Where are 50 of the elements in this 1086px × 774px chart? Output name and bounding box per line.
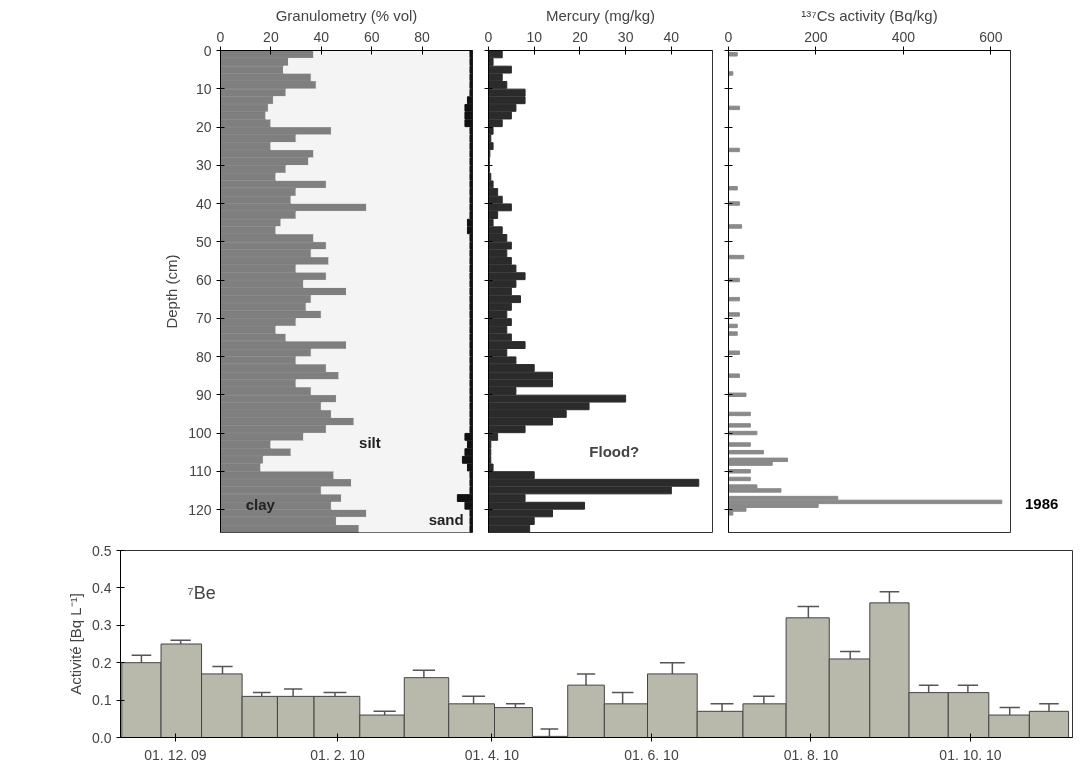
x-tick-label: 600 — [979, 28, 1003, 45]
series-label: silt — [359, 433, 381, 451]
y-tick-label: 0.0 — [92, 729, 112, 746]
x-tick-label: 0 — [724, 28, 733, 45]
y-tick-label: 0.2 — [92, 654, 112, 671]
y-tick-label: 0.5 — [92, 542, 112, 559]
y-tick-label: 80 — [195, 348, 212, 365]
text: 1986 — [1025, 494, 1059, 514]
x-tick-label: 01. 8. 10 — [783, 746, 839, 763]
x-tick-label: 01. 6. 10 — [624, 746, 679, 763]
x-tick-label: 01. 10. 10 — [939, 746, 1002, 763]
x-tick-label: 40 — [663, 28, 680, 45]
annotation: ⁷Be — [187, 582, 216, 603]
x-axis-title: ¹³⁷Cs activity (Bq/kg) — [801, 6, 938, 24]
y-tick-label: 40 — [195, 195, 212, 212]
x-tick-label: 80 — [414, 28, 431, 45]
y-tick-label: 20 — [195, 119, 212, 136]
x-axis-title: Granulometry (% vol) — [275, 6, 418, 24]
series-label: clay — [245, 496, 276, 514]
x-tick-label: 400 — [891, 28, 916, 45]
y-axis-title: Activité [Bq L⁻¹] — [67, 593, 85, 695]
y-tick-label: 0.4 — [92, 579, 112, 596]
x-tick-label: 10 — [526, 28, 543, 45]
y-tick-label: 50 — [195, 233, 212, 250]
y-axis-title: Depth (cm) — [163, 254, 181, 329]
x-tick-label: 20 — [263, 28, 279, 45]
x-tick-label: 60 — [363, 28, 380, 45]
x-tick-label: 40 — [313, 28, 330, 45]
x-tick-label: 0 — [216, 28, 225, 45]
y-tick-label: 70 — [195, 310, 212, 327]
x-tick-label: 01. 4. 10 — [464, 746, 520, 763]
x-tick-label: 200 — [804, 28, 828, 45]
x-tick-label: 30 — [617, 28, 634, 45]
y-tick-label: 120 — [188, 501, 212, 518]
x-axis-title: Mercury (mg/kg) — [545, 6, 656, 24]
series-label: sand — [428, 510, 464, 528]
y-tick-label: 30 — [195, 157, 212, 174]
y-tick-label: 0 — [203, 42, 212, 59]
y-tick-label: 60 — [195, 272, 212, 289]
y-tick-label: 10 — [195, 80, 212, 97]
x-tick-label: 01. 2. 10 — [310, 746, 366, 763]
y-tick-label: 0.3 — [92, 617, 112, 634]
y-tick-label: 0.1 — [92, 692, 112, 709]
y-tick-label: 100 — [188, 425, 212, 442]
x-tick-label: 0 — [484, 28, 493, 45]
x-tick-label: 01. 12. 09 — [144, 746, 207, 763]
y-tick-label: 110 — [189, 463, 212, 480]
annotation: Flood? — [589, 443, 640, 461]
x-tick-label: 20 — [572, 28, 588, 45]
y-tick-label: 90 — [195, 386, 212, 403]
